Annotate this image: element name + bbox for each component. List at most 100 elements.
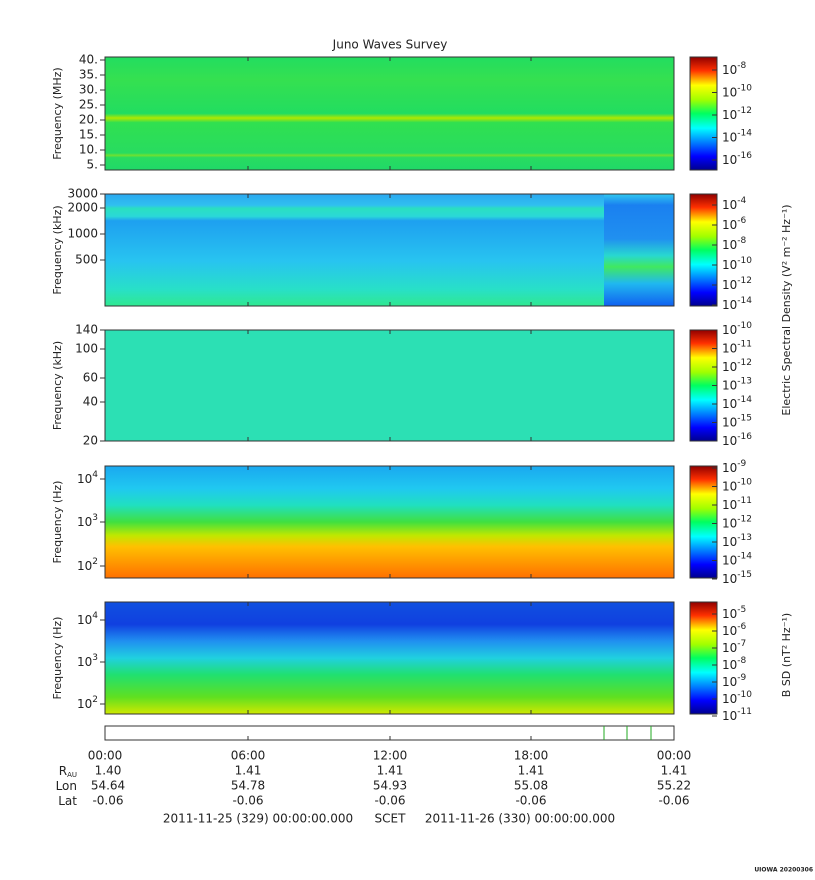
y-tick-label: 25. (79, 98, 98, 112)
credit: UIOWA 20200306 (754, 867, 813, 874)
colorbar-tick-label-base: 10 (722, 607, 737, 621)
colorbar-tick-label-base: 10 (722, 624, 737, 638)
colorbar-tick-label: 10-6 (722, 622, 747, 638)
colorbar (689, 193, 718, 307)
ephemeris-value: 55.22 (657, 779, 691, 793)
y-tick-label: 104 (77, 611, 98, 627)
colorbar-tick-label-base: 10 (722, 298, 737, 312)
colorbar-tick-label-exp: -6 (737, 622, 746, 632)
colorbar-tick-label-base: 10 (722, 278, 737, 292)
y-tick-label-exp: 2 (92, 695, 98, 705)
y-tick-label: 500 (75, 253, 98, 267)
colorbar-tick-label-exp: -11 (737, 707, 752, 717)
footer-scet: SCET (375, 812, 407, 826)
colorbar-tick-label: 10-8 (722, 61, 747, 77)
y-tick-label: 30. (79, 83, 98, 97)
colorbar (689, 56, 718, 171)
colorbar-tick-label-base: 10 (722, 108, 737, 122)
footer-start: 2011-11-25 (329) 00:00:00.000 (163, 812, 353, 826)
ephemeris-value: 54.78 (231, 779, 265, 793)
y-tick-label-base: 10 (77, 697, 92, 711)
spectrograms (104, 57, 675, 741)
ephemeris-label: RAU (59, 764, 77, 780)
colorbar-tick-label-base: 10 (722, 479, 737, 493)
colorbar-tick-label-base: 10 (722, 397, 737, 411)
colorbar-tick-label-exp: -10 (737, 83, 752, 93)
y-axis-label: Frequency (Hz) (51, 617, 64, 700)
y-tick-label: 40. (79, 53, 98, 67)
colorbar-tick-label: 10-9 (722, 459, 747, 475)
spectrogram (105, 194, 604, 306)
colorbar-tick-label-exp: -7 (737, 639, 746, 649)
colorbar-tick-label-exp: -14 (737, 551, 752, 561)
colorbar-tick-label: 10-15 (722, 413, 752, 429)
ephemeris-value: -0.06 (92, 794, 123, 808)
colorbar-tick-label: 10-5 (722, 605, 746, 621)
colorbar-tick-label: 10-16 (722, 432, 752, 448)
colorbar-tick-label-exp: -14 (737, 395, 752, 405)
colorbar-tick-label: 10-12 (722, 276, 752, 292)
colorbar (689, 465, 718, 579)
y-tick-label-base: 10 (77, 655, 92, 669)
colorbar-tick-label-exp: -10 (737, 477, 752, 487)
colorbar-tick-label-base: 10 (722, 535, 737, 549)
colorbar-tick-label: 10-10 (722, 321, 752, 337)
ephemeris-label-main: Lat (58, 794, 77, 808)
colorbar-tick-label-exp: -15 (737, 413, 752, 423)
colorbar-tick-label: 10-14 (722, 551, 752, 567)
ephemeris-label-sub: AU (67, 771, 77, 779)
y-tick-label: 2000 (67, 201, 98, 215)
colorbar-tick-label: 10-13 (722, 533, 752, 549)
time-label: 18:00 (514, 749, 549, 763)
colorbar-tick-label-base: 10 (722, 360, 737, 374)
colorbar-tick-label-base: 10 (722, 238, 737, 252)
colorbar-tick-label: 10-16 (722, 151, 752, 167)
y-tick-label: 103 (77, 653, 98, 669)
colorbar-tick-label: 10-10 (722, 83, 752, 99)
colorbar-tick-label-base: 10 (722, 498, 737, 512)
y-tick-label: 60 (83, 371, 98, 385)
y-tick-label-base: 10 (77, 515, 92, 529)
spectrogram (604, 194, 674, 306)
colorbar-tick-label-exp: -13 (737, 376, 752, 386)
colorbar-tick-label-base: 10 (722, 516, 737, 530)
y-tick-label: 20 (83, 434, 98, 448)
ephemeris-value: -0.06 (658, 794, 689, 808)
y-tick-label-exp: 3 (92, 513, 98, 523)
y-tick-label-base: 10 (77, 613, 92, 627)
y-tick-label: 35. (79, 68, 98, 82)
ephemeris-value: 1.40 (95, 764, 122, 778)
colorbar-tick-label-exp: -11 (737, 496, 752, 506)
ephemeris-value: -0.06 (232, 794, 263, 808)
time-label: 00:00 (657, 749, 692, 763)
colorbar-tick-label-exp: -10 (737, 321, 752, 331)
colorbar-tick-label-exp: -10 (737, 256, 752, 266)
y-tick-label: 102 (77, 557, 98, 573)
y-tick-label: 103 (77, 513, 98, 529)
y-axis-label: Frequency (Hz) (51, 481, 64, 564)
colorbar-tick-label: 10-15 (722, 570, 752, 586)
colorbar-tick-label-exp: -10 (737, 690, 752, 700)
colorbar-tick-label-exp: -11 (737, 339, 752, 349)
colorbar-tick-label-base: 10 (722, 553, 737, 567)
y-tick-label: 1000 (67, 227, 98, 241)
colorbar-tick-label: 10-6 (722, 216, 747, 232)
colorbar-tick-label: 10-9 (722, 673, 747, 689)
y-axis-label: Frequency (kHz) (51, 205, 64, 294)
ephemeris-value: 1.41 (661, 764, 688, 778)
colorbar-tick-label-exp: -5 (737, 605, 746, 615)
colorbar-tick-label: 10-14 (722, 128, 752, 144)
colorbar-tick-label: 10-10 (722, 256, 752, 272)
colorbar-tick-label-exp: -14 (737, 128, 752, 138)
colorbar-tick-label-exp: -8 (737, 61, 746, 71)
colorbar-tick-label-base: 10 (722, 130, 737, 144)
colorbar-tick-label-base: 10 (722, 461, 737, 475)
y-tick-label: 104 (77, 470, 98, 486)
spectrogram (105, 330, 674, 441)
ephemeris-label-main: Lon (56, 779, 77, 793)
colorbar-tick-label-exp: -9 (737, 459, 746, 469)
colorbar-tick-label-exp: -6 (737, 216, 746, 226)
colorbar-tick-label: 10-7 (722, 639, 746, 655)
y-tick-label-exp: 4 (92, 611, 98, 621)
y-tick-label-exp: 3 (92, 653, 98, 663)
